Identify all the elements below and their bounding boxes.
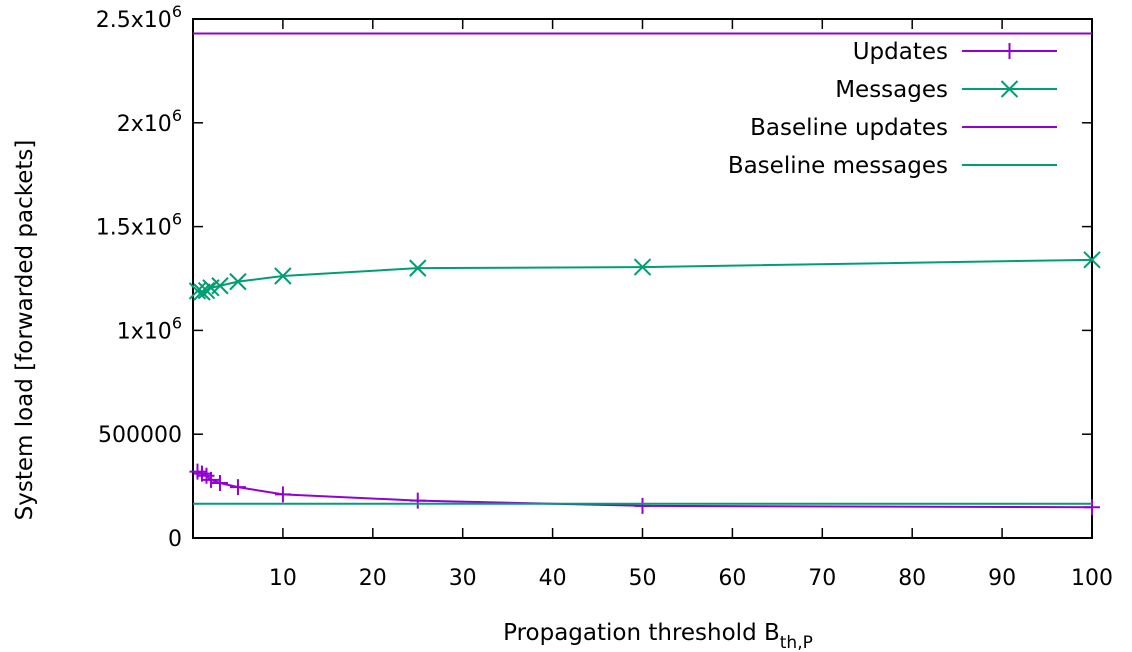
series-line xyxy=(197,258,1093,294)
axes: 10 20 30 40 50 60 70 80 90 100 0 500000 1x106 1.5x106… xyxy=(96,2,1113,591)
x-tick-label: 90 xyxy=(988,566,1016,591)
legend-marker xyxy=(1001,43,1018,59)
x-tick-label: 70 xyxy=(808,566,836,591)
y-tick-label: 1x106 xyxy=(117,313,182,344)
series-messages xyxy=(188,251,1101,301)
x-tick-label: 80 xyxy=(898,566,926,591)
data-point xyxy=(274,486,291,503)
data-point xyxy=(409,492,426,509)
x-tick-label: 20 xyxy=(359,566,387,591)
legend-label: Messages xyxy=(835,77,948,103)
y-tick-label: 1.5x106 xyxy=(96,210,182,241)
data-point xyxy=(274,267,292,285)
legend-label: Baseline messages xyxy=(728,153,948,179)
y-axis-label: System load [forwarded packets] xyxy=(12,140,38,521)
data-point xyxy=(409,259,427,277)
x-tick-label: 10 xyxy=(269,566,297,591)
y-tick-label: 2x106 xyxy=(117,106,182,137)
data-point xyxy=(193,283,211,301)
legend-item-updates: Updates xyxy=(853,39,1057,65)
data-point xyxy=(229,479,246,496)
legend-item-messages: Messages xyxy=(835,77,1057,103)
x-tick-label: 30 xyxy=(449,566,477,591)
data-point xyxy=(189,463,206,480)
y-tick-label: 2.5x106 xyxy=(96,2,182,33)
data-point xyxy=(229,272,247,291)
x-axis-label-subscript: th,P xyxy=(780,633,813,652)
data-point xyxy=(1084,499,1100,516)
legend-item-baseline-updates: Baseline updates xyxy=(750,115,1057,141)
legend-item-baseline-messages: Baseline messages xyxy=(728,153,1057,179)
x-tick-label: 100 xyxy=(1071,566,1113,591)
legend-marker xyxy=(1000,80,1019,98)
data-point xyxy=(634,497,651,514)
plot-frame xyxy=(192,18,1093,539)
data-point xyxy=(211,474,228,491)
series-line xyxy=(197,470,1093,509)
legend: Updates Messages Baseline updates Baseline … xyxy=(728,39,1057,179)
y-tick-label: 0 xyxy=(168,527,182,552)
data-point xyxy=(1083,251,1101,269)
x-tick-label: 40 xyxy=(539,566,567,591)
y-tick-label: 500000 xyxy=(98,423,182,448)
data-point xyxy=(202,471,219,488)
data-point xyxy=(211,277,229,295)
data-point xyxy=(197,281,216,300)
x-tick-label: 60 xyxy=(718,566,746,591)
x-tick-label: 50 xyxy=(629,566,657,591)
legend-label: Baseline updates xyxy=(750,115,948,141)
series-group xyxy=(188,32,1101,516)
legend-label: Updates xyxy=(853,39,948,65)
x-axis-label-main: Propagation threshold B xyxy=(503,620,780,646)
series-updates xyxy=(189,463,1100,516)
data-point xyxy=(633,258,652,276)
data-point xyxy=(198,467,215,484)
x-axis-label: Propagation threshold Bth,P xyxy=(503,620,813,652)
